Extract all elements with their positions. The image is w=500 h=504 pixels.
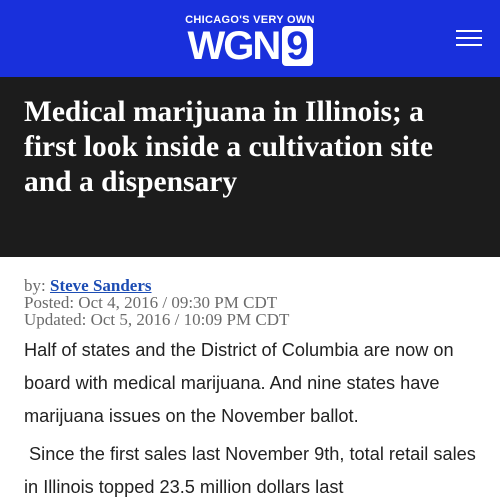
logo-number[interactable]: 9 — [282, 26, 313, 66]
byline-prefix: by: — [24, 276, 46, 295]
article-title: Medical marijuana in Illinois; a first l… — [24, 96, 433, 198]
updated-date: Updated: Oct 5, 2016 / 10:09 PM CDT — [24, 310, 290, 329]
menu-button[interactable] — [456, 30, 482, 48]
logo-letters[interactable]: WGN — [187, 24, 281, 68]
posted-date: Posted: Oct 4, 2016 / 09:30 PM CDT — [24, 293, 278, 312]
article-meta: by: Steve Sanders Posted: Oct 4, 2016 / … — [0, 257, 500, 328]
tagline: CHICAGO'S VERY OWN — [185, 14, 315, 26]
headline-block: Medical marijuana in Illinois; a first l… — [0, 77, 500, 257]
paragraph: Half of states and the District of Colum… — [24, 340, 454, 426]
byline: by: Steve Sanders — [24, 277, 476, 294]
author-link[interactable]: Steve Sanders — [49, 276, 152, 295]
article-body: Half of states and the District of Colum… — [0, 328, 500, 504]
site-header: CHICAGO'S VERY OWN WGN 9 — [0, 0, 500, 77]
paragraph: Since the first sales last November 9th,… — [24, 444, 476, 497]
logo[interactable]: WGN 9 — [0, 24, 500, 68]
